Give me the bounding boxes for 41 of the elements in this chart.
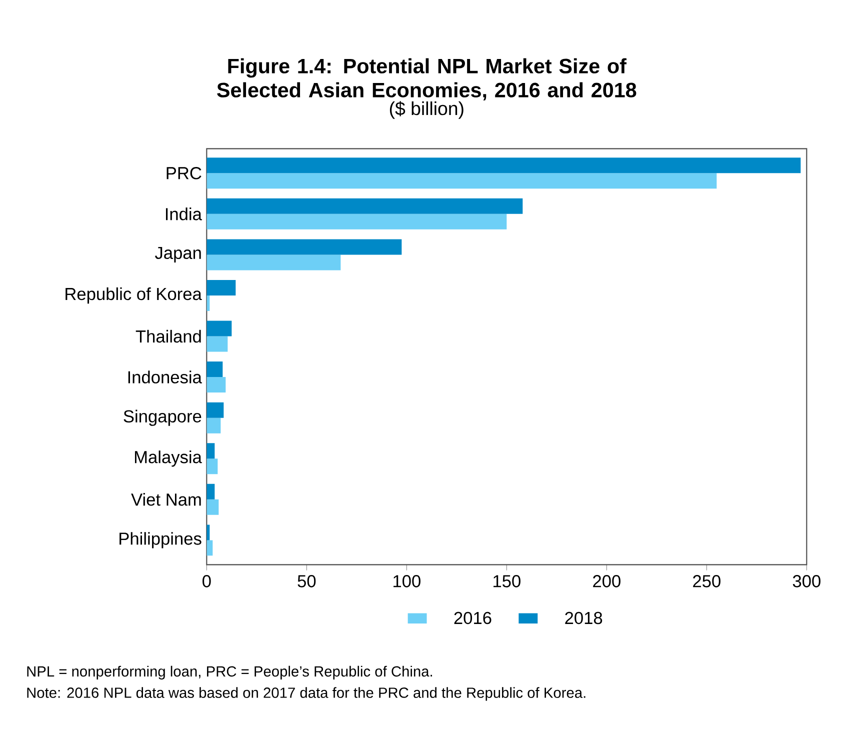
text: Note: 2016 NPL data was based on 2017 data for the PRC and the Republic of Korea.: [27, 687, 586, 701]
y-tick-label: Malaysia: [134, 450, 202, 467]
bar: [206, 418, 221, 434]
x-tick-label: 300: [792, 575, 820, 588]
y-tick-label: Thailand: [136, 330, 201, 343]
y-tick-label: Singapore: [124, 410, 202, 426]
y-tick-label: Philippines: [120, 532, 202, 548]
bar: [206, 362, 223, 378]
y-tick-label: India: [166, 208, 202, 220]
bar: [206, 158, 801, 174]
bar: [206, 540, 213, 556]
bar: [206, 280, 236, 296]
bar: [206, 198, 523, 214]
bar: [206, 377, 226, 393]
y-tick-label: Viet Nam: [131, 493, 201, 506]
bar: [206, 458, 218, 474]
y-tick-label: Indonesia: [128, 370, 202, 384]
bar: [206, 443, 215, 459]
bar: [206, 254, 341, 270]
x-tick-label: 0: [202, 575, 211, 588]
x-tick-label: 200: [593, 575, 620, 588]
bar: [206, 239, 402, 255]
y-tick-label: PRC: [166, 167, 202, 180]
bar: [206, 173, 717, 189]
legend-label: 2016: [454, 612, 492, 624]
x-tick-label: 50: [298, 575, 316, 588]
chart-title: Figure 1.4: Potential NPL Market Size of Selected Asian Economies, 2016 and 2018: [217, 58, 636, 100]
bar: [206, 484, 215, 500]
x-tick-label: 150: [494, 575, 520, 588]
bar: [206, 214, 507, 230]
y-tick-label: Japan: [155, 246, 201, 262]
bar: [206, 336, 228, 352]
legend-label: 2018: [565, 612, 602, 624]
bar: [206, 499, 219, 515]
bar: [206, 320, 232, 336]
x-tick-label: 100: [394, 575, 420, 588]
text: NPL = nonperforming loan, PRC = People’s Republic of China.: [27, 666, 432, 680]
chart-subtitle: ($ billion): [390, 101, 464, 119]
y-tick-label: Republic of Korea: [66, 287, 202, 304]
bar: [206, 402, 224, 418]
x-tick-label: 250: [693, 575, 720, 588]
